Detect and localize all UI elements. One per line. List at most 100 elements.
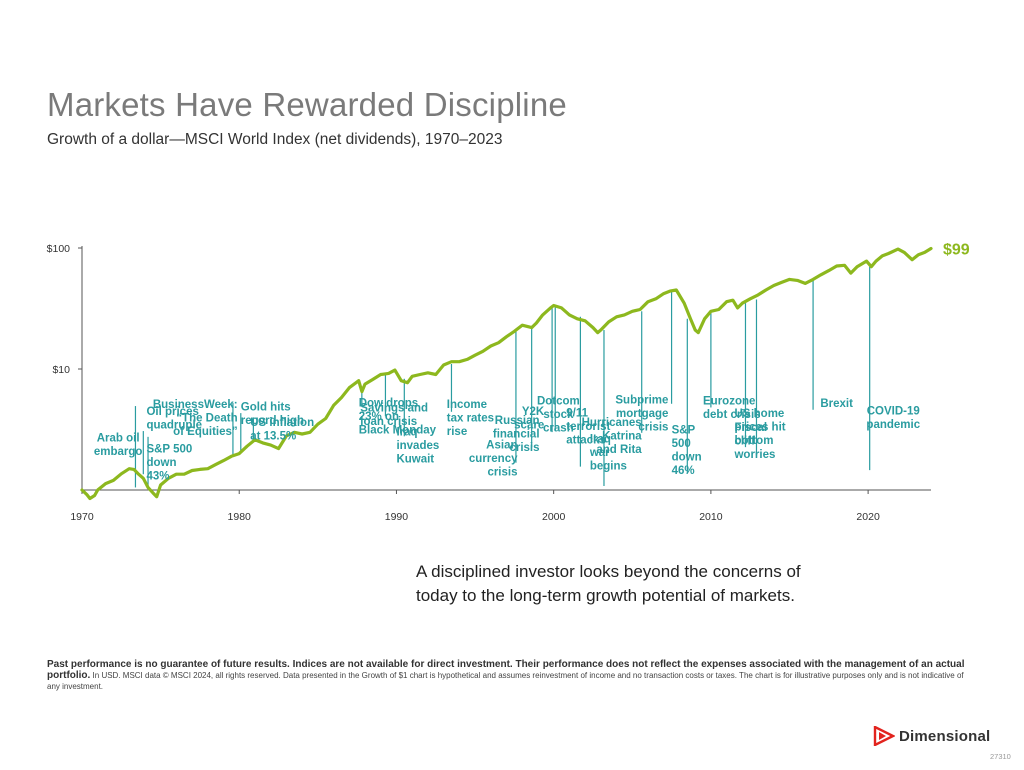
annotation-label-line: and Rita bbox=[596, 444, 642, 456]
annotation-label-line: Income bbox=[447, 399, 487, 411]
annotation-label-line: S&P 500 bbox=[146, 443, 192, 455]
annotation-label: Hurricanes Katrina and Rita bbox=[582, 417, 643, 456]
x-tick-label: 2010 bbox=[699, 511, 723, 523]
annotation-label-line: worries bbox=[733, 449, 775, 461]
annotation-label-line: cliff bbox=[734, 436, 755, 448]
growth-chart: $100 $10 1970 1980 1990 2000 2010 2020 $99 Arab… bbox=[47, 242, 970, 523]
x-tick-label: 1970 bbox=[70, 511, 94, 523]
annotation-label-line: stock bbox=[543, 409, 574, 421]
annotation-label-line: war bbox=[589, 447, 610, 459]
disclaimer-text: In USD. MSCI data © MSCI 2024, all right… bbox=[47, 671, 964, 691]
annotation-label: Savings and loan crisis bbox=[360, 403, 428, 429]
document-code: 27310 bbox=[990, 752, 1011, 761]
annotation-label: S&P 500 down 43% bbox=[146, 443, 192, 482]
annotation-label: Iraq war begins bbox=[589, 433, 627, 472]
chart-axes: $100 $10 1970 1980 1990 2000 2010 2020 bbox=[47, 243, 931, 523]
annotation-label-line: Katrina bbox=[602, 431, 642, 443]
annotation-label-line: 9/11 bbox=[566, 407, 588, 419]
annotation-label: Eurozone debt crisis bbox=[703, 396, 761, 422]
page-title: Markets Have Rewarded Discipline bbox=[47, 86, 567, 123]
x-tick-label: 2020 bbox=[856, 511, 880, 523]
annotation-label-line: 46% bbox=[672, 465, 695, 477]
chart-subtitle: Growth of a dollar—MSCI World Index (net… bbox=[47, 131, 503, 148]
annotation-label-line: Iraq bbox=[396, 427, 417, 439]
annotation-label-line: debt crisis bbox=[703, 409, 761, 421]
series-group: $99 bbox=[80, 242, 970, 501]
dimensional-logo-icon bbox=[873, 726, 895, 746]
annotation-label-line: terrorist bbox=[566, 421, 610, 433]
annotation-label: Fiscal cliff worries bbox=[733, 422, 775, 461]
annotation-label-line: Brexit bbox=[820, 398, 853, 410]
annotation-label-line: embargo bbox=[94, 446, 143, 458]
annotation-label: Dow drops 23% on Black Monday bbox=[359, 397, 437, 436]
annotation-label-line: financial bbox=[493, 429, 540, 441]
annotation-label-line: record high bbox=[241, 415, 304, 427]
annotation-label: US inflation at 13.5% bbox=[250, 417, 314, 443]
annotation-label: Brexit bbox=[820, 398, 853, 410]
annotation-label-line: Eurozone bbox=[703, 396, 755, 408]
annotation-label-line: Hurricanes bbox=[582, 417, 642, 429]
annotation-label-line: Fiscal bbox=[734, 422, 767, 434]
annotation-label-line: Dow drops bbox=[359, 397, 418, 409]
annotation-label-line: Gold hits bbox=[241, 402, 291, 414]
annotation-label: Y2K scare bbox=[514, 406, 545, 432]
annotation-label: Subprime mortgage crisis bbox=[615, 394, 668, 433]
annotation-lines bbox=[134, 266, 871, 488]
tagline-line-2: today to the long-term growth potential … bbox=[416, 586, 795, 605]
annotation-label-line: 500 bbox=[672, 438, 691, 450]
x-tick-label: 1980 bbox=[228, 511, 252, 523]
annotation-label: S&P 500 down 46% bbox=[672, 425, 702, 478]
tagline-line-1: A disciplined investor looks beyond the … bbox=[416, 562, 801, 581]
disclaimer-bold: Past performance is no guarantee of futu… bbox=[47, 659, 965, 681]
dimensional-logo: Dimensional bbox=[873, 726, 990, 746]
annotation-label-line: down bbox=[672, 452, 702, 464]
annotation-label-line: BusinessWeek: bbox=[153, 399, 238, 411]
annotation-label-line: US home bbox=[734, 408, 784, 420]
logo-text: Dimensional bbox=[899, 727, 991, 745]
annotation-label: Oil prices quadruple bbox=[146, 406, 202, 432]
annotation-label-line: 23% on bbox=[359, 411, 399, 423]
annotation-label: Dotcom stock crash bbox=[537, 396, 580, 435]
annotation-label-line: tax rates bbox=[447, 413, 494, 425]
annotation-label-line: Asian bbox=[486, 440, 517, 452]
annotation-label-line: rise bbox=[447, 426, 467, 438]
annotation-label-line: scare bbox=[514, 419, 544, 431]
x-tick-label: 2000 bbox=[542, 511, 566, 523]
annotation-label-line: COVID-19 bbox=[867, 406, 920, 418]
y-tick-label: $100 bbox=[47, 243, 71, 255]
annotation-label: Asian currency crisis bbox=[469, 440, 518, 479]
annotation-label-line: prices hit bbox=[734, 421, 785, 433]
series-line bbox=[80, 246, 933, 501]
annotation-label-line: mortgage bbox=[616, 408, 668, 420]
annotation-label-line: “The Death bbox=[176, 412, 237, 424]
annotation-label-line: currency bbox=[469, 453, 518, 465]
annotation-label-line: down bbox=[146, 457, 176, 469]
annotation-label-line: Kuwait bbox=[396, 454, 434, 466]
annotation-label-line: Dotcom bbox=[537, 396, 580, 408]
annotation-label-line: Russian bbox=[495, 415, 540, 427]
disclaimer: Past performance is no guarantee of futu… bbox=[47, 659, 972, 692]
annotation-label-line: at 13.5% bbox=[250, 431, 296, 443]
annotation-label: Iraq invades Kuwait bbox=[396, 427, 439, 466]
annotation-label-line: 43% bbox=[146, 470, 169, 482]
annotation-label-line: crisis bbox=[638, 421, 668, 433]
annotation-label-line: US inflation bbox=[250, 417, 314, 429]
y-tick-label: $10 bbox=[52, 364, 70, 376]
annotation-label-line: Subprime bbox=[615, 394, 668, 406]
annotation-label-line: attacks bbox=[566, 434, 606, 446]
annotation-label: 9/11 terrorist attacks bbox=[566, 407, 610, 446]
annotation-label-line: invades bbox=[396, 440, 439, 452]
annotation-label: Gold hits record high bbox=[241, 402, 304, 428]
annotation-label-line: bottom bbox=[734, 435, 773, 447]
x-tick-label: 1990 bbox=[385, 511, 409, 523]
annotation-label: Income tax rates rise bbox=[447, 399, 494, 438]
annotation-label: Arab oil embargo bbox=[94, 433, 143, 459]
annotation-label-line: crisis bbox=[509, 442, 539, 454]
annotation-label-line: Savings and bbox=[360, 403, 428, 415]
annotation-label-line: Iraq bbox=[590, 433, 611, 445]
annotation-label-line: crisis bbox=[487, 467, 517, 479]
annotation-label: Russian financial crisis bbox=[493, 415, 540, 454]
annotation-label-line: Arab oil bbox=[97, 433, 140, 445]
annotation-label-line: loan crisis bbox=[360, 416, 417, 428]
